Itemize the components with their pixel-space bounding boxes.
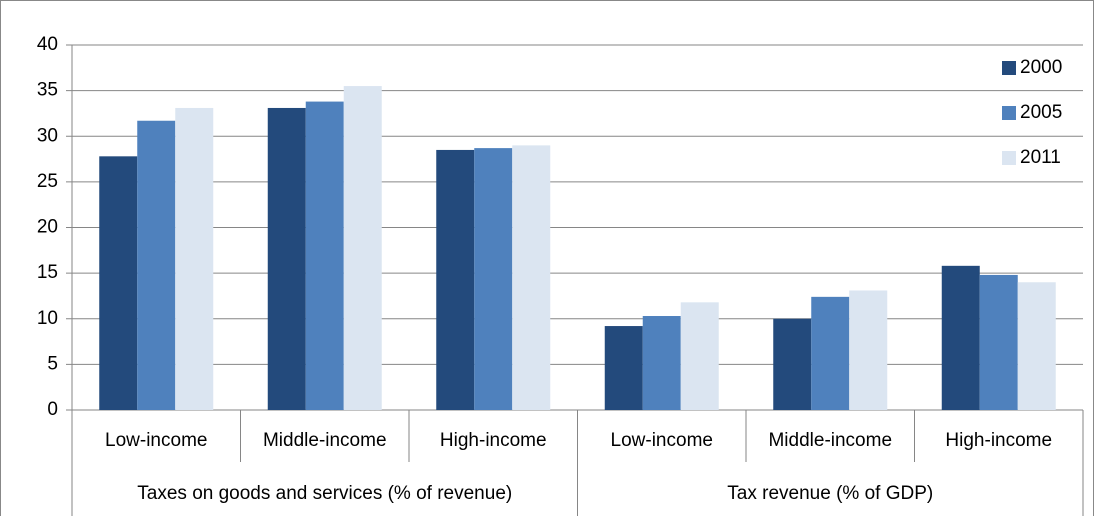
legend-label: 2005 bbox=[1020, 102, 1062, 123]
bar bbox=[267, 107, 306, 411]
bar bbox=[512, 145, 551, 410]
bar bbox=[343, 86, 382, 410]
x-tick-label: High-income bbox=[945, 430, 1052, 451]
bar bbox=[849, 290, 888, 410]
bar bbox=[436, 149, 475, 410]
bar bbox=[979, 274, 1018, 410]
y-tick-label: 10 bbox=[37, 308, 58, 329]
x-tick-label: Low-income bbox=[611, 430, 713, 451]
y-tick-label: 30 bbox=[37, 125, 58, 146]
bar bbox=[99, 156, 138, 410]
x-tick-label: Low-income bbox=[105, 430, 207, 451]
bar bbox=[1017, 282, 1056, 410]
bar bbox=[604, 326, 643, 410]
legend-swatch bbox=[1002, 151, 1016, 165]
legend-label: 2000 bbox=[1020, 57, 1062, 78]
bar bbox=[474, 148, 513, 411]
legend-label: 2011 bbox=[1020, 147, 1061, 168]
bar bbox=[811, 296, 850, 410]
x-tick-label: Middle-income bbox=[263, 430, 387, 451]
y-tick-label: 40 bbox=[37, 34, 58, 55]
y-tick-label: 20 bbox=[37, 217, 58, 238]
x-tick-label: Middle-income bbox=[768, 430, 892, 451]
group-label: Taxes on goods and services (% of revenu… bbox=[137, 483, 512, 504]
y-tick-label: 35 bbox=[37, 80, 58, 101]
bar bbox=[680, 302, 719, 410]
x-tick-label: High-income bbox=[440, 430, 547, 451]
y-tick-label: 0 bbox=[47, 399, 58, 420]
bar bbox=[941, 265, 980, 410]
group-label: Tax revenue (% of GDP) bbox=[727, 483, 933, 504]
y-tick-label: 5 bbox=[47, 353, 58, 374]
y-tick-label: 25 bbox=[37, 171, 58, 192]
bar bbox=[773, 318, 812, 410]
legend-swatch bbox=[1002, 106, 1016, 120]
bar bbox=[175, 107, 214, 411]
y-tick-label: 15 bbox=[37, 262, 58, 283]
bar bbox=[642, 316, 681, 410]
legend-swatch bbox=[1002, 61, 1016, 75]
bar bbox=[305, 101, 344, 410]
bar bbox=[137, 120, 176, 411]
